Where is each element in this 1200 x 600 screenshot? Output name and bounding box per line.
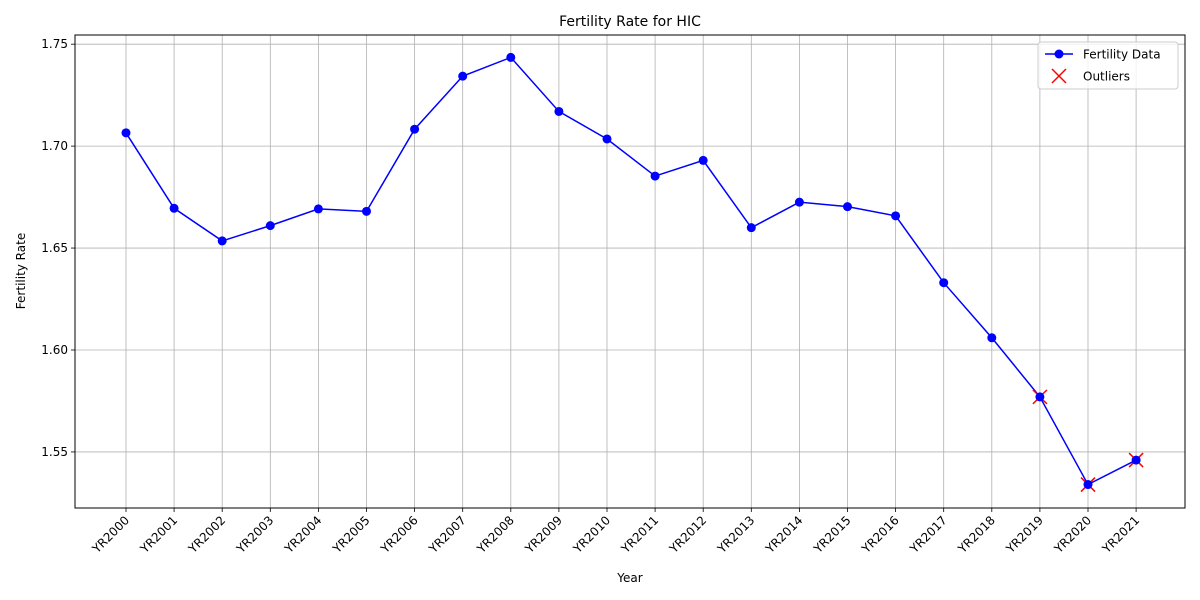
legend-label-fertility: Fertility Data	[1083, 48, 1161, 62]
y-tick-label: 1.65	[41, 241, 68, 255]
legend-marker-swatch	[1054, 49, 1064, 59]
data-point	[410, 124, 420, 134]
data-point	[169, 203, 179, 213]
series-line-fertility	[125, 56, 1137, 486]
data-point	[698, 155, 708, 165]
data-point	[1035, 392, 1045, 402]
data-point	[843, 202, 852, 212]
grid-layer	[75, 35, 1185, 508]
data-point	[458, 71, 468, 81]
data-point	[746, 223, 756, 233]
data-layer	[121, 52, 1144, 493]
data-point	[602, 134, 612, 144]
data-point	[362, 206, 371, 216]
data-point	[121, 128, 131, 138]
data-point	[987, 333, 997, 343]
data-point	[265, 221, 275, 231]
y-tick-label: 1.70	[41, 139, 68, 153]
data-point	[794, 197, 804, 207]
x-axis-label: Year	[616, 571, 642, 585]
legend: Fertility Data Outliers	[1037, 41, 1179, 90]
plot-frame	[74, 34, 1186, 509]
data-point	[891, 211, 901, 221]
legend-outlier-swatch	[1051, 68, 1067, 84]
y-axis-label: Fertility Rate	[14, 233, 28, 309]
legend-label-outliers: Outliers	[1083, 70, 1130, 84]
data-point	[939, 278, 949, 288]
data-point	[650, 171, 660, 181]
data-point	[554, 106, 564, 116]
y-tick-label: 1.55	[41, 445, 68, 459]
data-point	[1131, 455, 1141, 465]
data-point	[217, 236, 227, 246]
chart-title: Fertility Rate for HIC	[559, 14, 701, 30]
y-tick-label: 1.75	[41, 37, 68, 51]
y-tick-label: 1.60	[41, 343, 68, 357]
data-point	[313, 204, 323, 214]
data-point	[506, 52, 516, 62]
data-point	[1083, 480, 1093, 490]
